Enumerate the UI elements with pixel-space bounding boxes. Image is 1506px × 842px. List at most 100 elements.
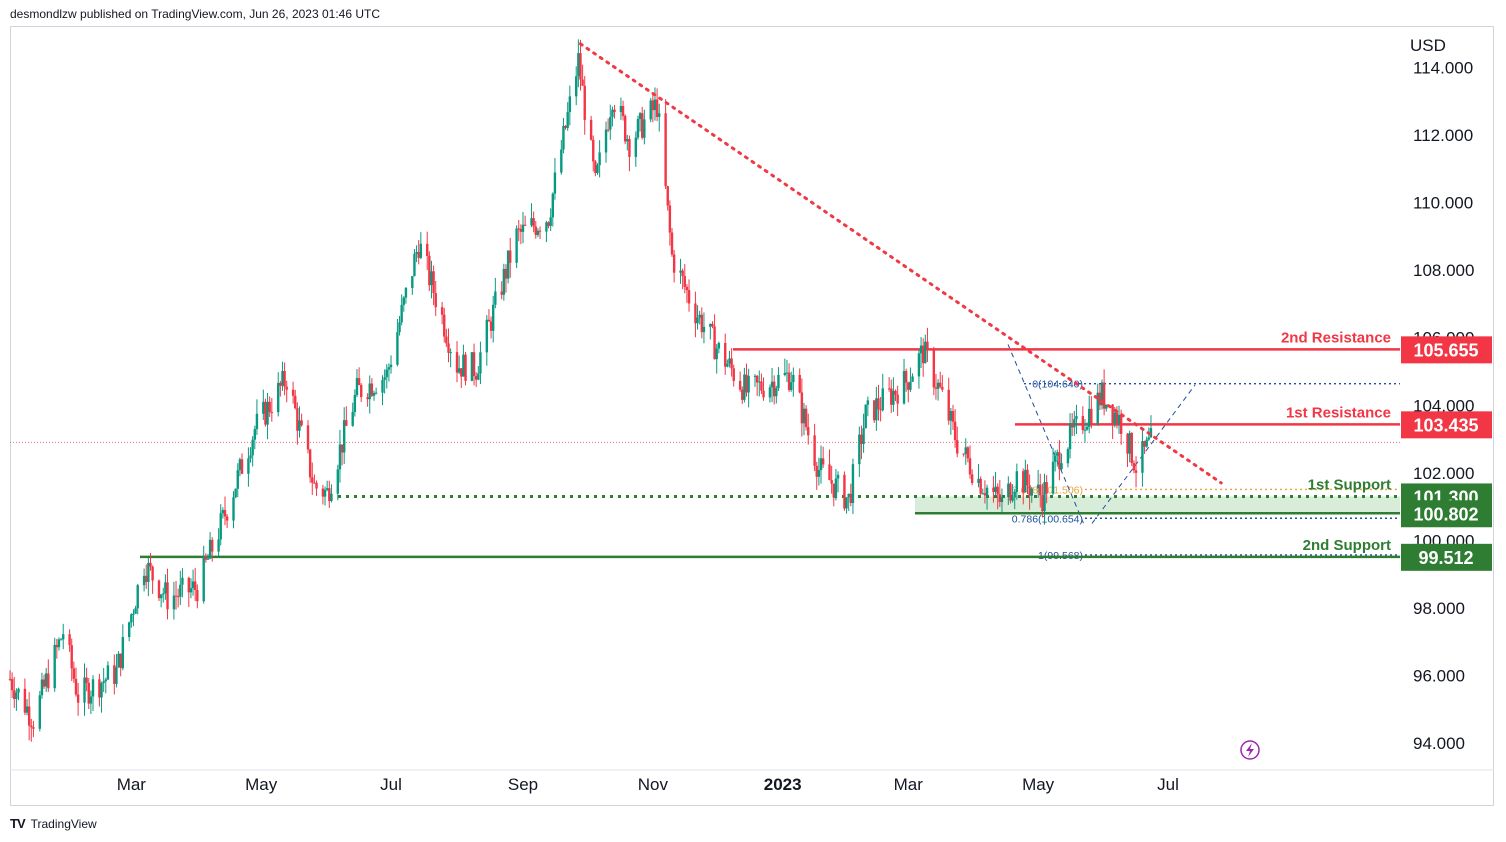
- candle-body: [728, 358, 731, 364]
- candle-body: [583, 85, 586, 120]
- candle-body: [970, 474, 974, 484]
- candle-body: [283, 370, 286, 387]
- candle-body: [400, 304, 403, 323]
- candle-body: [717, 342, 721, 349]
- candle-body: [142, 575, 146, 586]
- candle-body: [298, 420, 301, 431]
- candle-body: [845, 497, 848, 509]
- candle-body: [15, 692, 18, 699]
- candle-body: [492, 304, 495, 331]
- candle-body: [760, 381, 763, 391]
- candle-body: [1058, 452, 1061, 470]
- candle-body: [164, 582, 167, 594]
- candle-body: [360, 385, 363, 398]
- candle-body: [328, 488, 331, 502]
- candle-body: [134, 608, 137, 614]
- candle-body: [1022, 471, 1025, 493]
- candle-body: [606, 129, 610, 131]
- candle-body: [592, 139, 595, 162]
- candle-body: [119, 653, 122, 669]
- candle-body: [519, 228, 523, 232]
- candle-body: [279, 382, 282, 386]
- y-tick-label: 114.000: [1413, 59, 1473, 78]
- candle-body: [979, 478, 982, 494]
- candle-body: [211, 539, 214, 552]
- candle-body: [619, 105, 623, 113]
- candle-body: [74, 678, 78, 695]
- candle-body: [315, 482, 318, 489]
- candle-body: [758, 381, 761, 383]
- candle-body: [306, 425, 310, 450]
- candle-body: [381, 379, 384, 393]
- candle-body: [743, 374, 746, 400]
- candle-body: [966, 447, 970, 459]
- candle-body: [1149, 428, 1153, 438]
- candle-body: [724, 342, 727, 367]
- candle-body: [404, 288, 408, 298]
- candle-body: [1096, 392, 1099, 424]
- candle-body: [1119, 414, 1123, 434]
- candle-body: [1043, 482, 1046, 512]
- candle-body: [939, 382, 942, 387]
- y-tick-label: 102.000: [1413, 464, 1474, 483]
- x-tick-label: Mar: [117, 775, 147, 794]
- candle-body: [1041, 495, 1044, 512]
- candle-body: [551, 193, 555, 218]
- candle-body: [413, 253, 416, 277]
- candle-body: [38, 695, 42, 729]
- candle-body: [755, 375, 759, 383]
- candle-body: [1147, 437, 1151, 440]
- candle-body: [909, 381, 912, 390]
- candle-body: [474, 376, 478, 380]
- candle-body: [926, 341, 929, 351]
- candle-body: [445, 336, 448, 344]
- candle-body: [670, 232, 674, 255]
- candle-body: [609, 117, 612, 130]
- candle-body: [1028, 485, 1031, 496]
- candle-body: [1115, 412, 1119, 424]
- y-tick-label: 112.000: [1413, 126, 1473, 145]
- candle-body: [291, 389, 295, 396]
- candle-body: [223, 510, 227, 517]
- candle-body: [98, 679, 101, 698]
- y-tick-label: 108.000: [1413, 261, 1474, 280]
- candle-body: [1039, 484, 1042, 496]
- fib-label: 0.786(100.654): [1012, 513, 1083, 525]
- candle-body: [402, 297, 405, 305]
- candle-body: [132, 613, 135, 615]
- candle-body: [953, 421, 957, 441]
- candle-body: [858, 434, 861, 465]
- candle-body: [25, 706, 29, 713]
- candle-body: [147, 562, 150, 582]
- candle-body: [977, 478, 980, 484]
- support-price-value: 99.512: [1418, 548, 1473, 568]
- candle-body: [345, 420, 348, 426]
- candle-body: [389, 364, 393, 368]
- fib-label: 0(104.640): [1032, 379, 1083, 391]
- candle-body: [162, 593, 165, 595]
- candle-body: [655, 99, 659, 117]
- candle-body: [985, 487, 989, 496]
- candle-body: [553, 172, 557, 194]
- candle-body: [879, 409, 882, 411]
- candle-body: [159, 594, 163, 599]
- candle-body: [100, 683, 103, 698]
- candle-body: [342, 420, 346, 453]
- candle-body: [1075, 416, 1078, 420]
- x-tick-label: 2023: [764, 775, 802, 794]
- fib-diagonal: [1091, 384, 1196, 524]
- y-tick-label: 110.000: [1413, 194, 1473, 213]
- candle-body: [911, 376, 914, 382]
- candle-body: [251, 439, 254, 456]
- candle-body: [232, 497, 235, 521]
- candle-body: [189, 588, 193, 593]
- candle-body: [621, 105, 625, 117]
- trendline: [578, 42, 1223, 485]
- candle-body: [598, 152, 601, 166]
- candle-body: [683, 276, 686, 287]
- x-tick-label: Jul: [1157, 775, 1179, 794]
- candle-body: [417, 252, 420, 258]
- candle-body: [494, 291, 497, 305]
- candle-body: [623, 116, 627, 142]
